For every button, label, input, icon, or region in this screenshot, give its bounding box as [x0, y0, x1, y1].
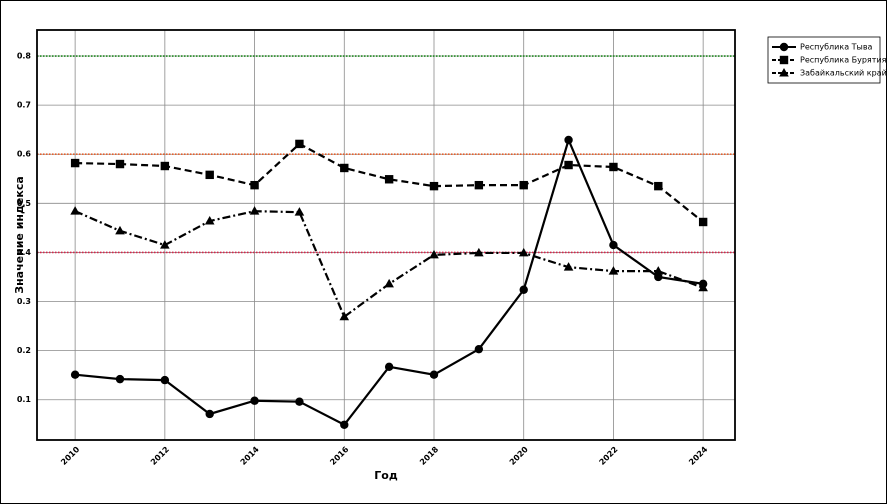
plot-border: [36, 29, 736, 441]
point: [474, 180, 484, 190]
y-tick-label: 0.4: [17, 248, 32, 257]
point: [295, 397, 304, 406]
point: [564, 135, 573, 145]
point: [654, 272, 663, 282]
y-tick-label: 0.1: [17, 395, 32, 404]
point: [429, 249, 439, 259]
legend: Республика Тыва Республика Бурятия Забайка…: [767, 36, 887, 84]
point: [250, 180, 259, 190]
point: [205, 170, 214, 180]
point: [160, 240, 170, 249]
point: [115, 374, 125, 384]
point: [474, 344, 484, 354]
point: [70, 370, 80, 379]
y-tick-label: 0.5: [17, 199, 32, 208]
y-tick-label: 0.3: [17, 297, 31, 306]
point: [474, 247, 484, 257]
point: [609, 162, 618, 172]
point: [564, 160, 573, 170]
point: [384, 362, 394, 372]
legend-label: Республика Бурятия: [800, 56, 887, 65]
y-tick-label: 0.7: [17, 101, 31, 110]
point: [250, 396, 259, 405]
point: [429, 370, 439, 379]
point: [609, 240, 618, 250]
point: [294, 207, 305, 216]
point: [295, 139, 304, 149]
legend-marker: [779, 55, 789, 65]
point: [204, 216, 215, 225]
point: [115, 159, 125, 169]
point: [519, 285, 528, 294]
point: [698, 217, 708, 227]
point: [519, 180, 528, 190]
point: [340, 163, 349, 173]
point: [249, 206, 260, 215]
point: [70, 206, 80, 215]
legend-marker: [779, 42, 789, 52]
point: [698, 282, 708, 292]
y-tick-label: 0.6: [17, 150, 32, 159]
x-axis-label: Год: [374, 469, 398, 482]
point: [384, 175, 394, 184]
point: [518, 247, 529, 257]
point: [653, 266, 664, 275]
point: [608, 266, 619, 275]
point: [160, 375, 170, 385]
y-axis-label: Значение индекса: [13, 176, 26, 294]
point: [384, 278, 394, 288]
point: [654, 181, 663, 191]
point: [70, 158, 80, 168]
y-tick-label: 0.8: [17, 52, 32, 61]
point: [429, 181, 439, 191]
point: [205, 409, 214, 419]
point: [340, 420, 349, 429]
legend-marker: [779, 68, 789, 77]
point: [115, 225, 125, 235]
series-line: [75, 142, 704, 223]
legend-label: Забайкальский край: [800, 69, 887, 78]
y-tick-label: 0.2: [17, 346, 31, 355]
legend-label: Республика Тыва: [800, 43, 873, 52]
point: [339, 311, 350, 321]
point: [160, 161, 170, 171]
point: [563, 262, 574, 271]
